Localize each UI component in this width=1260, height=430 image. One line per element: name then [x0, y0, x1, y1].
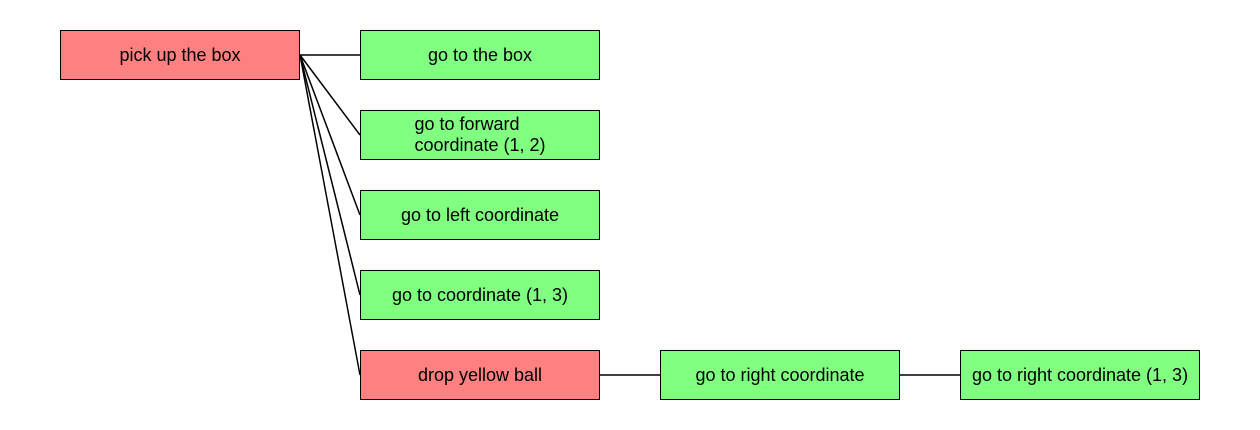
- node-label: go to the box: [427, 44, 533, 65]
- node-label: go to left coordinate: [400, 204, 560, 225]
- node-label: go to coordinate (1, 3): [391, 284, 569, 305]
- node-go-to-coordinate-1-3: go to coordinate (1, 3): [360, 270, 600, 320]
- node-label: go to forward coordinate (1, 2): [414, 114, 546, 155]
- node-label: go to right coordinate (1, 3): [971, 364, 1189, 385]
- node-drop-yellow-ball: drop yellow ball: [360, 350, 600, 400]
- edge-pick-to-forward: [299, 54, 361, 136]
- edge-pick-to-left: [299, 54, 361, 216]
- edge-pick-to-coordinate-13: [299, 54, 361, 296]
- node-go-to-right-coordinate-1-3: go to right coordinate (1, 3): [960, 350, 1200, 400]
- node-label: pick up the box: [119, 44, 241, 65]
- node-pick-up-the-box: pick up the box: [60, 30, 300, 80]
- edge-pick-to-drop: [299, 54, 361, 376]
- node-label: go to right coordinate: [695, 364, 865, 385]
- node-go-to-right-coordinate: go to right coordinate: [660, 350, 900, 400]
- node-go-to-left-coordinate: go to left coordinate: [360, 190, 600, 240]
- node-go-to-the-box: go to the box: [360, 30, 600, 80]
- node-label: drop yellow ball: [417, 364, 543, 385]
- node-go-to-forward-coordinate: go to forward coordinate (1, 2): [360, 110, 600, 160]
